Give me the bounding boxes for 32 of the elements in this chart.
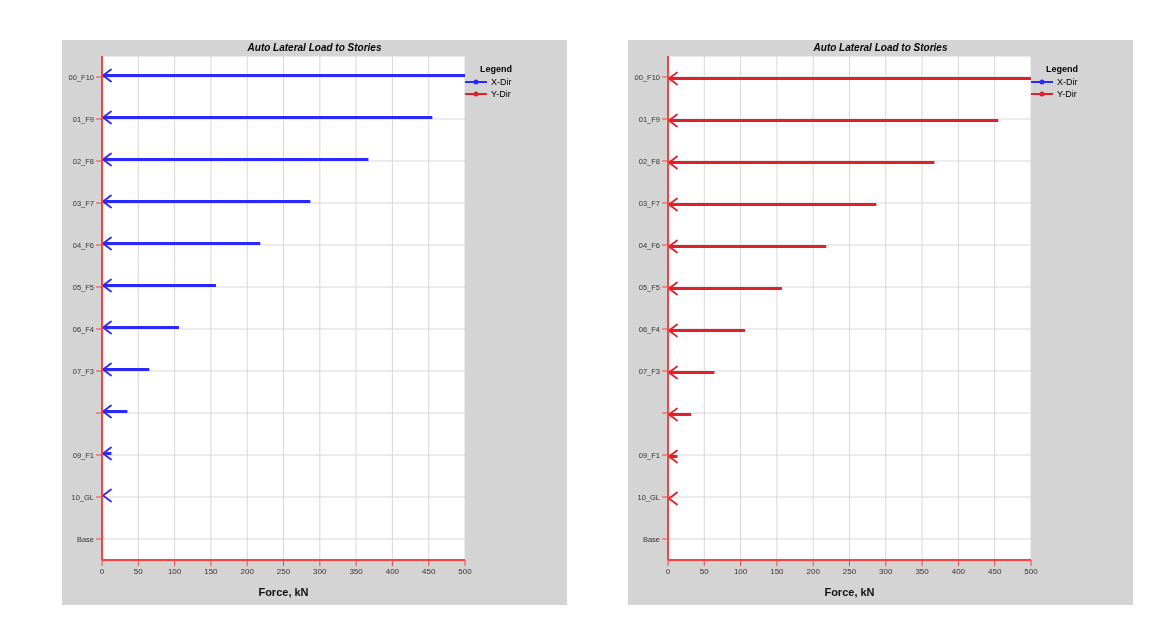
x-tick-label: 200 <box>806 566 821 576</box>
x-tick-label: 100 <box>733 566 748 576</box>
x-tick-label: 350 <box>915 566 930 576</box>
x-tick-label: 150 <box>770 566 785 576</box>
x-tick-label: 400 <box>951 566 966 576</box>
x-tick-label: 0 <box>665 566 671 576</box>
x-tick-label: 450 <box>422 566 436 576</box>
x-tick-label: 250 <box>276 566 291 576</box>
legend-label: Y-Dir <box>1057 89 1077 99</box>
x-axis-title: Force, kN <box>824 586 875 598</box>
legend-label: Y-Dir <box>491 89 511 99</box>
chart-title: Auto Lateral Load to Stories <box>246 42 383 55</box>
legend-title: Legend <box>479 64 513 74</box>
legend-label: X-Dir <box>491 77 512 87</box>
x-tick-label: 400 <box>385 566 400 576</box>
x-axis-title: Force, kN <box>258 586 309 598</box>
x-tick-label: 450 <box>988 566 1002 576</box>
x-tick-label: 250 <box>842 566 857 576</box>
x-tick-label: 150 <box>204 566 219 576</box>
x-tick-label: 100 <box>167 566 182 576</box>
legend-label: X-Dir <box>1057 77 1078 87</box>
x-tick-label: 50 <box>699 566 710 576</box>
x-tick-label: 200 <box>240 566 255 576</box>
chart-title: Auto Lateral Load to Stories <box>812 42 949 55</box>
x-tick-label: 50 <box>133 566 144 576</box>
x-tick-label: 500 <box>458 566 473 576</box>
x-tick-label: 350 <box>349 566 364 576</box>
x-tick-label: 300 <box>313 566 328 576</box>
legend-title: Legend <box>1045 64 1079 74</box>
x-tick-label: 500 <box>1024 566 1039 576</box>
x-tick-label: 0 <box>99 566 105 576</box>
x-tick-label: 300 <box>879 566 894 576</box>
